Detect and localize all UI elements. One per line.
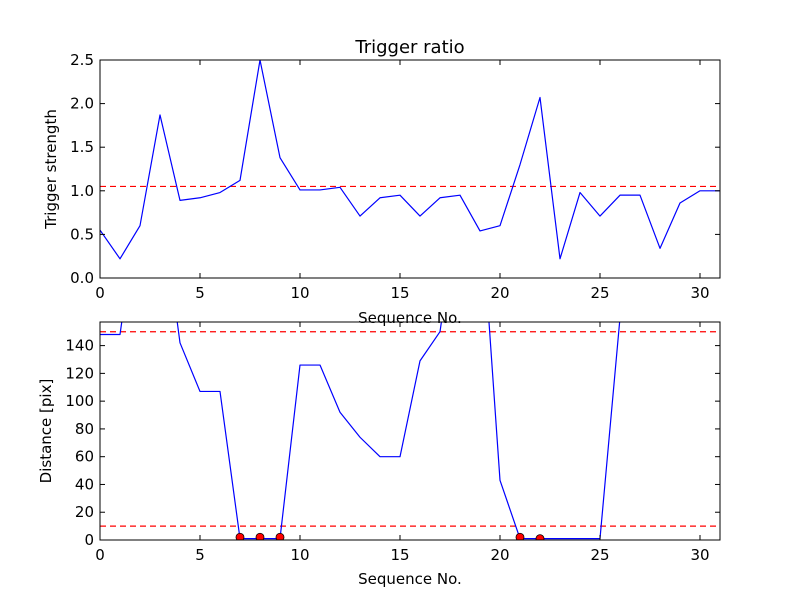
y-tick-label: 140: [65, 337, 94, 355]
y-tick-label: 80: [75, 420, 94, 438]
y-axis-label: Trigger strength: [42, 109, 60, 230]
y-tick-label: 1.0: [70, 182, 94, 200]
series-line: [100, 322, 621, 540]
data-point-marker: [255, 532, 265, 540]
y-tick-label: 0.0: [70, 269, 94, 287]
x-axis-label: Sequence No.: [358, 570, 462, 588]
plot-area: [100, 322, 720, 540]
data-point-marker: [535, 534, 545, 540]
trigger-ratio-panel: Trigger ratio 0 5 10 15 20 25 30 0.0 0.5 1.0 1.5 2…: [42, 37, 721, 327]
y-axis-ticks: 0.0 0.5 1.0 1.5 2.0 2.5: [70, 51, 720, 287]
y-tick-label: 2.0: [70, 95, 94, 113]
data-point-marker: [515, 532, 525, 540]
y-tick-label: 2.5: [70, 51, 94, 69]
data-point-marker: [235, 532, 245, 540]
x-axis-ticks: 0 5 10 15 20 25 30: [95, 60, 710, 302]
x-tick-label: 25: [590, 284, 609, 302]
chart-title: Trigger ratio: [354, 37, 464, 58]
x-tick-label: 30: [690, 546, 709, 564]
axes-frame: [99, 59, 721, 279]
y-tick-label: 100: [65, 392, 94, 410]
y-tick-label: 1.5: [70, 138, 94, 156]
y-tick-label: 40: [75, 475, 94, 493]
x-tick-label: 0: [95, 546, 105, 564]
y-tick-label: 60: [75, 448, 94, 466]
distance-panel: 0 5 10 15 20 25 30 0 20 40 60 80 100 120 140 Sequence…: [37, 321, 721, 588]
y-tick-label: 0: [84, 531, 94, 549]
x-tick-label: 30: [690, 284, 709, 302]
y-tick-label: 0.5: [70, 225, 94, 243]
x-tick-label: 5: [195, 546, 205, 564]
x-tick-label: 20: [490, 546, 509, 564]
x-tick-label: 25: [590, 546, 609, 564]
x-tick-label: 5: [195, 284, 205, 302]
x-tick-label: 0: [95, 284, 105, 302]
clipped-content: [100, 60, 720, 260]
x-tick-label: 10: [290, 284, 309, 302]
data-point-marker: [275, 532, 285, 540]
x-tick-label: 20: [490, 284, 509, 302]
series-line: [100, 60, 720, 260]
y-axis-ticks: 0 20 40 60 80 100 120 140: [65, 337, 720, 549]
x-tick-label: 15: [390, 546, 409, 564]
x-axis-label: Sequence No.: [358, 309, 462, 327]
x-tick-label: 10: [290, 546, 309, 564]
x-axis-ticks: 0 5 10 15 20 25 30: [95, 322, 710, 564]
y-tick-label: 120: [65, 364, 94, 382]
plot-area: [100, 60, 720, 260]
y-axis-label: Distance [pix]: [37, 379, 55, 484]
clipped-content: [100, 322, 720, 540]
x-tick-label: 15: [390, 284, 409, 302]
y-tick-label: 20: [75, 503, 94, 521]
axes-frame: [99, 321, 721, 541]
